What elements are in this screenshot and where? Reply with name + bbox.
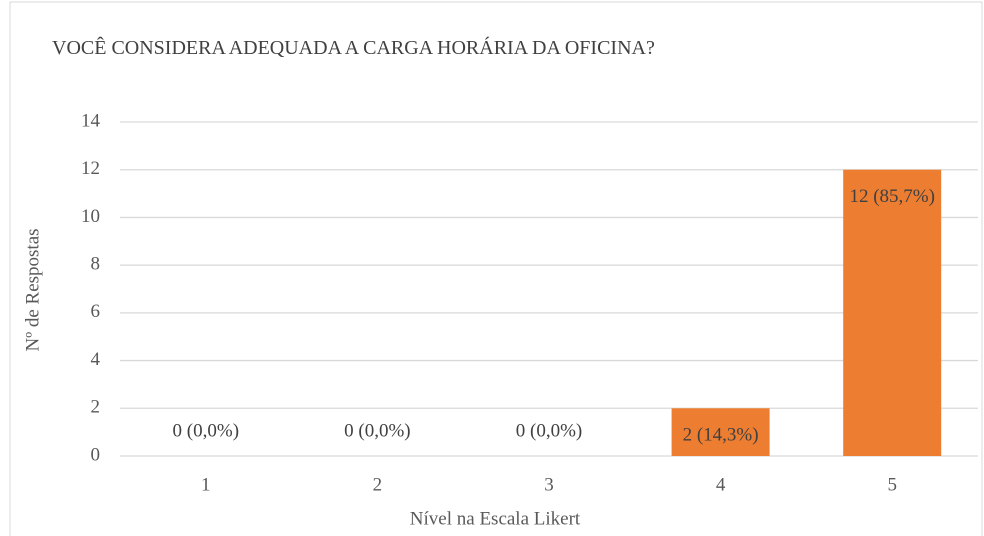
x-axis-label: Nível na Escala Likert [410, 508, 581, 529]
data-label: 0 (0,0%) [516, 420, 582, 441]
data-label: 12 (85,7%) [849, 186, 934, 207]
data-label: 0 (0,0%) [173, 420, 239, 441]
x-tick-label: 1 [201, 474, 211, 495]
x-tick-label: 5 [887, 474, 897, 495]
data-label: 0 (0,0%) [344, 420, 410, 441]
y-tick-label: 14 [81, 110, 101, 131]
data-label: 2 (14,3%) [683, 425, 759, 446]
y-axis-label: Nº de Respostas [22, 228, 43, 351]
x-tick-label: 2 [373, 474, 383, 495]
y-tick-label: 0 [91, 444, 101, 465]
y-tick-label: 6 [91, 301, 101, 322]
y-tick-label: 12 [81, 158, 100, 179]
chart-title: VOCÊ CONSIDERA ADEQUADA A CARGA HORÁRIA … [52, 37, 655, 59]
bar [671, 408, 770, 456]
bar [843, 169, 942, 456]
y-tick-label: 10 [81, 206, 100, 227]
y-tick-label: 8 [91, 254, 101, 275]
y-tick-label: 4 [91, 349, 101, 370]
x-tick-label: 4 [716, 474, 726, 495]
chart-border [9, 1, 983, 536]
x-tick-label: 3 [544, 474, 554, 495]
y-tick-label: 2 [91, 397, 101, 418]
